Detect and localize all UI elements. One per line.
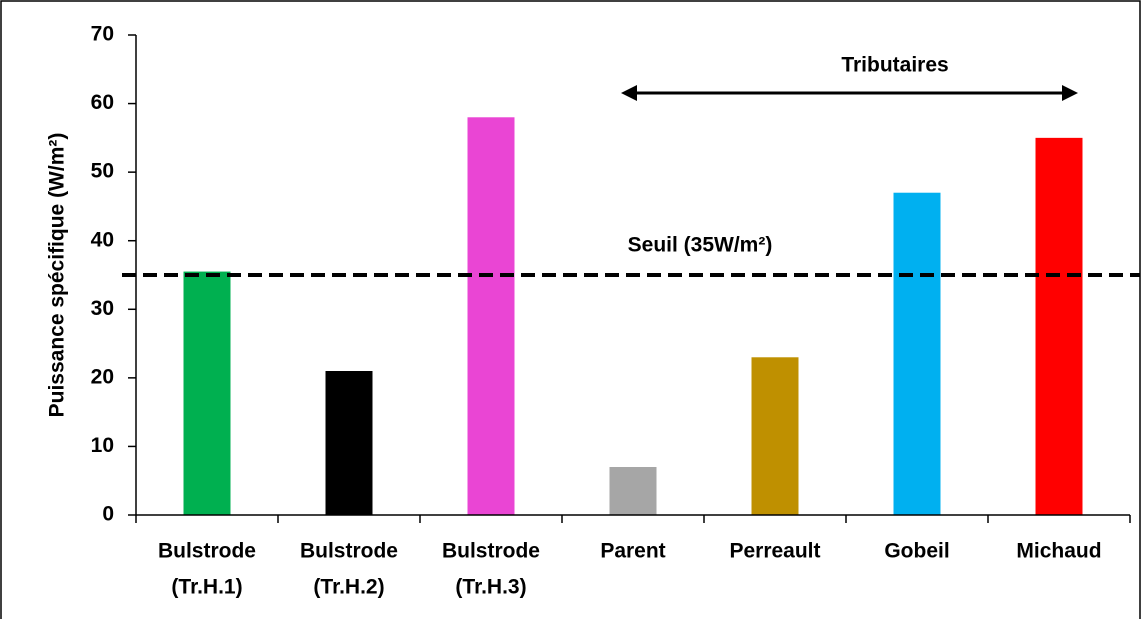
y-tick-label: 60 <box>91 91 114 114</box>
annotation: Tributaires <box>841 54 948 77</box>
y-tick-label: 0 <box>102 503 114 526</box>
y-tick-label: 30 <box>91 297 114 320</box>
x-tick-label: Bulstrode <box>158 540 256 563</box>
arrow-head <box>1062 85 1078 101</box>
bar <box>183 271 231 515</box>
x-tick-label: (Tr.H.2) <box>313 576 384 599</box>
x-tick-label: (Tr.H.1) <box>171 576 242 599</box>
x-tick-label: Bulstrode <box>300 540 398 563</box>
y-tick-label: 10 <box>91 434 114 457</box>
y-tick-label: 40 <box>91 228 114 251</box>
bar <box>325 371 373 515</box>
x-tick-label: Michaud <box>1016 540 1101 563</box>
bar <box>893 192 941 515</box>
y-tick-label: 70 <box>91 23 114 46</box>
bar <box>1035 137 1083 515</box>
bar <box>467 117 515 516</box>
x-tick-label: Parent <box>600 540 665 563</box>
x-tick-label: Bulstrode <box>442 540 540 563</box>
y-axis-label: Puissance spécifique (W/m²) <box>46 133 69 418</box>
arrow-head <box>621 85 637 101</box>
x-tick-label: (Tr.H.3) <box>455 576 526 599</box>
threshold-label: Seuil (35W/m²) <box>628 234 773 257</box>
y-tick-label: 20 <box>91 365 114 388</box>
y-tick-label: 50 <box>91 160 114 183</box>
bar <box>609 467 657 515</box>
x-tick-label: Perreault <box>729 540 820 563</box>
annotation-arrow <box>621 85 1078 101</box>
bar <box>751 357 799 515</box>
x-tick-label: Gobeil <box>884 540 949 563</box>
